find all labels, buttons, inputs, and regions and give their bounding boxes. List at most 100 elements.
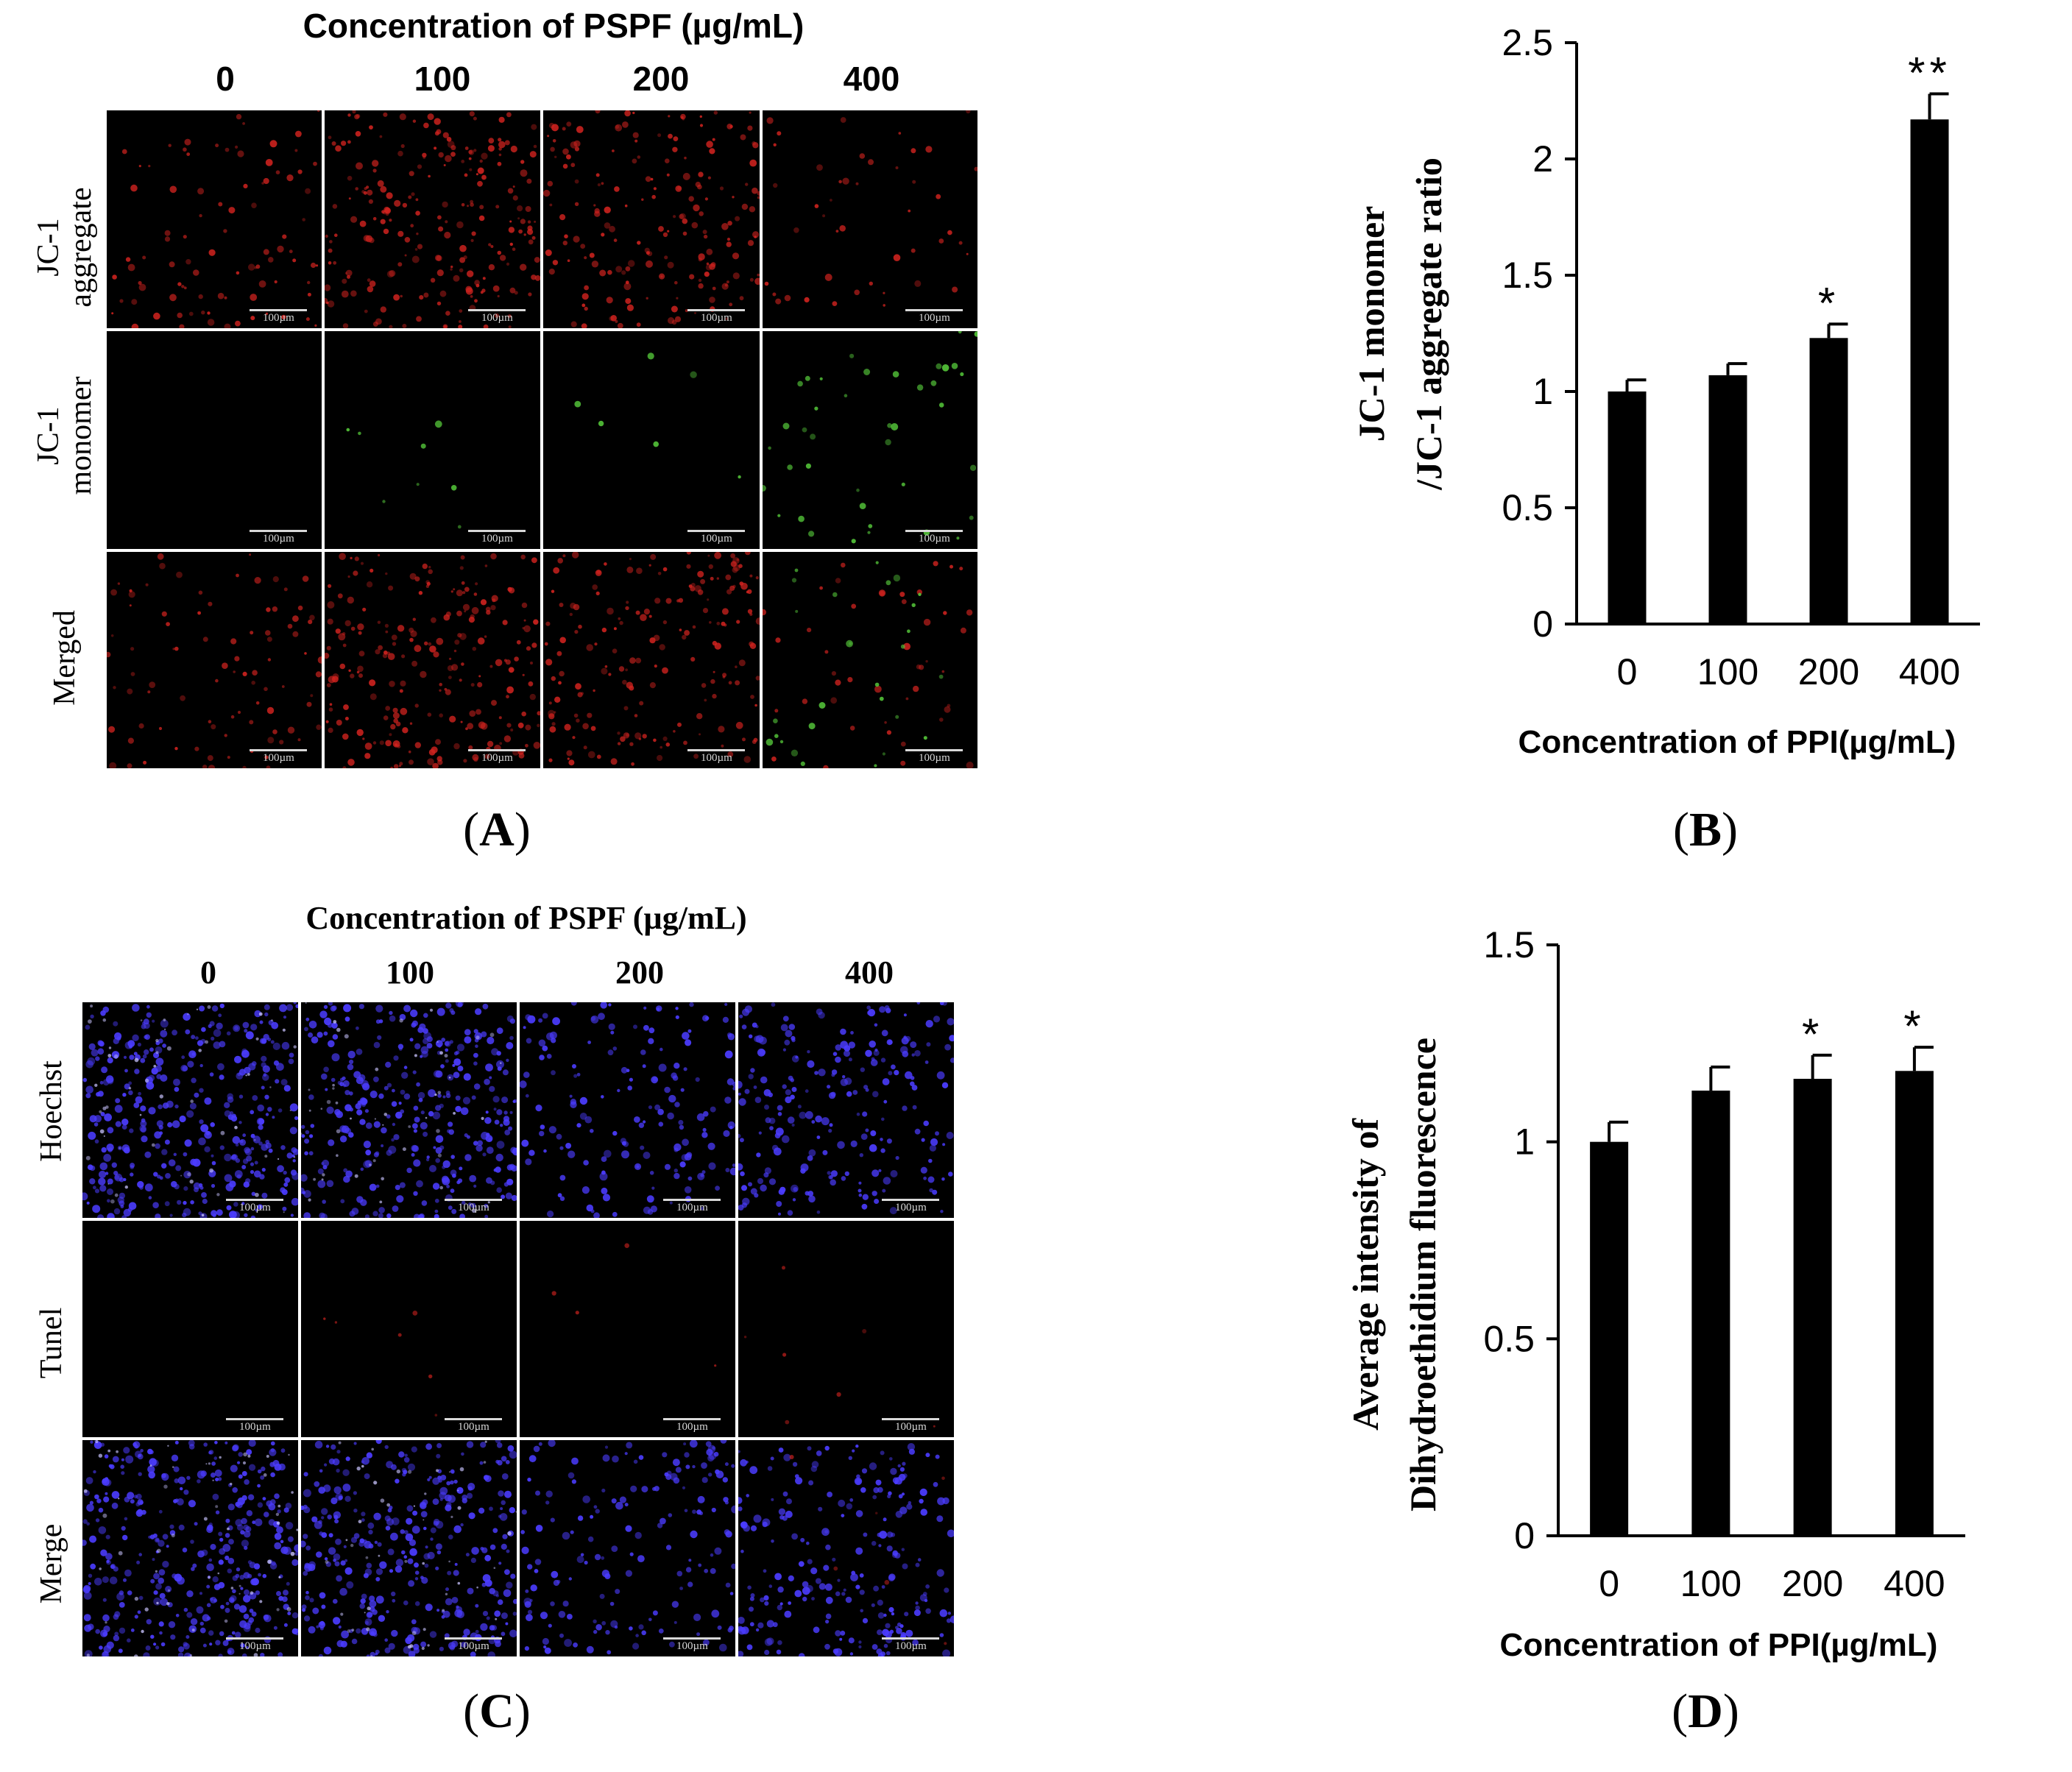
panel-c-col-100: 100 — [386, 954, 434, 990]
y-axis-label-line: /JC-1 aggregate ratio — [1408, 157, 1449, 491]
scale-bar-label: 100µm — [239, 1202, 271, 1213]
scale-bar — [905, 309, 963, 311]
scale-bar — [882, 1199, 939, 1201]
scale-bar — [687, 530, 745, 532]
panel-d-chart: 0 0.5 1 1.5 0 100 * 200 * 400 Concentration of PPI… — [1345, 924, 1965, 1663]
panel-a-row-monomer: JC-1 monomer — [32, 376, 98, 495]
scale-bar — [905, 530, 963, 532]
panel-a-col-200: 200 — [632, 60, 690, 98]
x-tick-label: 400 — [1884, 1563, 1945, 1604]
significance-marker: * — [1903, 1002, 1925, 1051]
panel-a-row-merged: Merged — [48, 610, 82, 706]
scale-bar — [250, 309, 307, 311]
panel-c-col-400: 400 — [845, 954, 894, 990]
x-axis-label: Concentration of PPI(µg/mL) — [1518, 724, 1956, 760]
scale-bar — [663, 1637, 721, 1640]
scale-bar-label: 100µm — [458, 1421, 489, 1433]
scale-bar-label: 100µm — [481, 312, 513, 324]
panel-b-chart: 0 0.5 1 1.5 2 2.5 0 100 * 200 ** 400 Concentration o… — [1351, 22, 1980, 760]
scale-bar — [226, 1199, 283, 1201]
panel-c-micrograph-r2-c3: 100µm — [520, 1221, 735, 1437]
panel-c-micrograph-r1-c2: 100µm — [301, 1002, 517, 1218]
panel-a-micrograph-r3-c1: 100µm — [107, 552, 322, 768]
scale-bar-label: 100µm — [919, 752, 950, 764]
scale-bar — [445, 1418, 502, 1420]
panel-b-label: (B) — [1673, 803, 1738, 857]
scale-bar — [905, 749, 963, 751]
scale-bar-label: 100µm — [919, 312, 950, 324]
scale-bar — [468, 749, 526, 751]
scale-bar-label: 100µm — [701, 752, 732, 764]
significance-marker: ** — [1908, 49, 1951, 98]
panel-d-label: (D) — [1672, 1684, 1739, 1738]
scale-bar — [882, 1418, 939, 1420]
bar-400 — [1895, 1071, 1934, 1536]
bar-200 — [1793, 1079, 1832, 1536]
y-tick-label: 1 — [1532, 371, 1553, 412]
panel-a-label: (A) — [463, 803, 531, 857]
scale-bar — [663, 1418, 721, 1420]
scale-bar-label: 100µm — [895, 1640, 927, 1652]
scale-bar-label: 100µm — [676, 1640, 708, 1652]
scale-bar — [250, 530, 307, 532]
scale-bar — [687, 309, 745, 311]
scale-bar — [226, 1418, 283, 1420]
panel-c-row-merge: Merge — [35, 1523, 68, 1604]
bar-400 — [1910, 119, 1949, 624]
panel-c-row-hoechst: Hoechst — [35, 1060, 68, 1162]
panel-a-micrograph-r1-c1: 100µm — [107, 110, 322, 328]
bar-100 — [1691, 1091, 1730, 1536]
scale-bar-label: 100µm — [676, 1202, 708, 1213]
scale-bar-label: 100µm — [701, 533, 732, 545]
scale-bar-label: 100µm — [919, 533, 950, 545]
panel-a-micrograph-r2-c3: 100µm — [543, 331, 760, 549]
panel-a-col-400: 400 — [843, 60, 900, 98]
scale-bar — [226, 1637, 283, 1640]
panel-c-row-tunel: Tunel — [35, 1307, 68, 1379]
x-tick-label: 400 — [1899, 651, 1960, 692]
significance-marker: * — [1818, 278, 1839, 327]
scale-bar — [663, 1199, 721, 1201]
panel-c-micrograph-r2-c1: 100µm — [82, 1221, 298, 1437]
panel-a-header: Concentration of PSPF (µg/mL) — [303, 7, 805, 45]
scale-bar-label: 100µm — [895, 1202, 927, 1213]
y-tick-label: 1 — [1514, 1121, 1535, 1163]
panel-a-micrograph-r3-c2: 100µm — [325, 552, 540, 768]
scale-bar-label: 100µm — [263, 533, 294, 545]
panel-c-micrograph-r3-c4: 100µm — [738, 1440, 954, 1656]
scale-bar — [882, 1637, 939, 1640]
scale-bar — [468, 309, 526, 311]
panel-c-label: (C) — [463, 1684, 531, 1738]
panel-a-micrograph-r1-c2: 100µm — [325, 110, 540, 328]
y-tick-label: 0 — [1532, 603, 1553, 645]
panel-a-micrograph-r3-c3: 100µm — [543, 552, 760, 768]
scale-bar — [468, 530, 526, 532]
panel-c-micrograph-r3-c3: 100µm — [520, 1440, 735, 1656]
bar-0 — [1590, 1141, 1629, 1536]
bar-0 — [1608, 391, 1647, 624]
x-tick-label: 0 — [1617, 651, 1638, 692]
panel-c-micrograph-r1-c1: 100µm — [82, 1002, 298, 1218]
x-axis-label: Concentration of PPI(µg/mL) — [1500, 1627, 1938, 1663]
significance-marker: * — [1802, 1010, 1823, 1059]
scale-bar — [250, 749, 307, 751]
x-tick-label: 100 — [1680, 1563, 1742, 1604]
bar-100 — [1708, 375, 1747, 624]
y-axis-label-line: Average intensity of — [1345, 1118, 1386, 1431]
scale-bar-label: 100µm — [263, 752, 294, 764]
y-tick-label: 0 — [1514, 1515, 1535, 1556]
scale-bar-label: 100µm — [263, 312, 294, 324]
panel-a-image-grid: 100µm 100µm 100µm 100µm 100µm 100µm 100µm 100µm… — [107, 110, 986, 771]
scale-bar-label: 100µm — [481, 752, 513, 764]
panel-c-micrograph-r2-c4: 100µm — [738, 1221, 954, 1437]
panel-a-micrograph-r2-c2: 100µm — [325, 331, 540, 549]
panel-c-header: Concentration of PSPF (µg/mL) — [305, 900, 747, 936]
x-tick-label: 200 — [1798, 651, 1859, 692]
panel-a-micrograph-r1-c3: 100µm — [543, 110, 760, 328]
panel-c-col-0: 0 — [200, 954, 216, 990]
y-tick-label: 0.5 — [1483, 1318, 1535, 1359]
y-tick-label: 2 — [1532, 138, 1553, 180]
panel-a-row-aggregate: JC-1 aggregate — [32, 187, 98, 308]
panel-a-col-100: 100 — [414, 60, 471, 98]
scale-bar-label: 100µm — [458, 1202, 489, 1213]
